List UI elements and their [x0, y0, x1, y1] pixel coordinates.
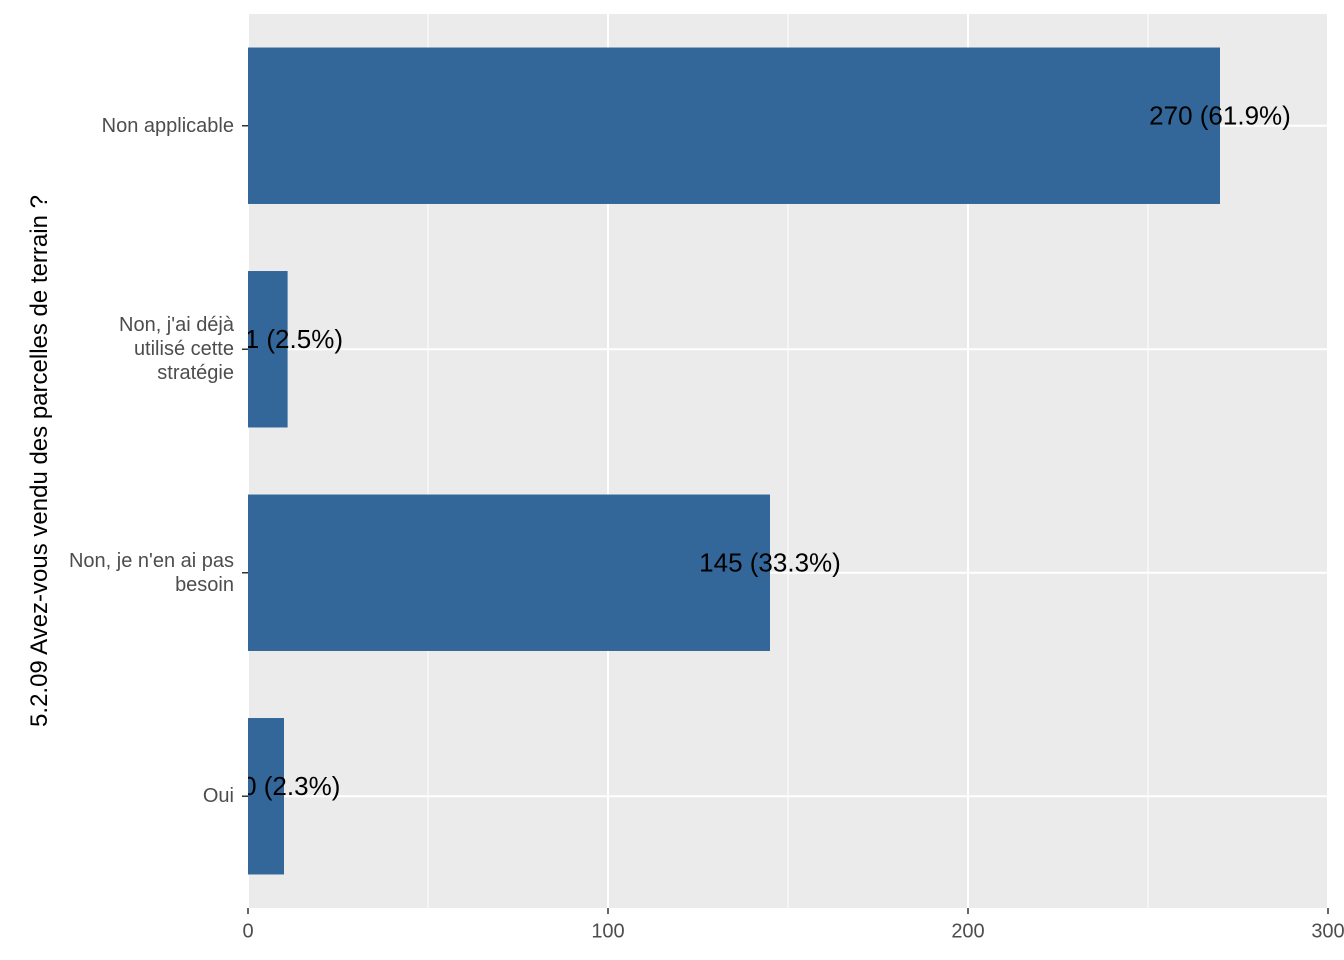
y-tick-label: Non, je n'en ai pas besoin: [68, 549, 234, 596]
x-tick-label: 200: [951, 920, 984, 942]
y-tick-label: Non, j'ai déjà utilisé cette stratégie: [119, 314, 234, 385]
x-tick-label: 300: [1311, 920, 1344, 942]
value-label: 10 (2.3%): [228, 771, 341, 801]
value-label: 145 (33.3%): [699, 548, 841, 578]
bar: [248, 718, 284, 875]
value-labels: 270 (61.9%) 11 (2.5%) 145 (33.3%) 10 (2.3%): [228, 101, 1291, 802]
y-tick-label: Non applicable: [101, 114, 234, 137]
bar: [248, 271, 288, 428]
y-axis-title: 5.2.09 Avez-vous vendu des parcelles de …: [26, 195, 53, 727]
x-tick-label: 100: [591, 920, 624, 942]
bars: [248, 47, 1220, 875]
x-tick-label: 0: [242, 920, 253, 942]
y-tick-label: Oui: [202, 785, 234, 808]
axes: 0 100 200 300: [242, 125, 1344, 942]
bar: [248, 494, 770, 651]
value-label: 11 (2.5%): [232, 324, 343, 354]
bar: [248, 47, 1220, 204]
value-label: 270 (61.9%): [1149, 101, 1291, 131]
